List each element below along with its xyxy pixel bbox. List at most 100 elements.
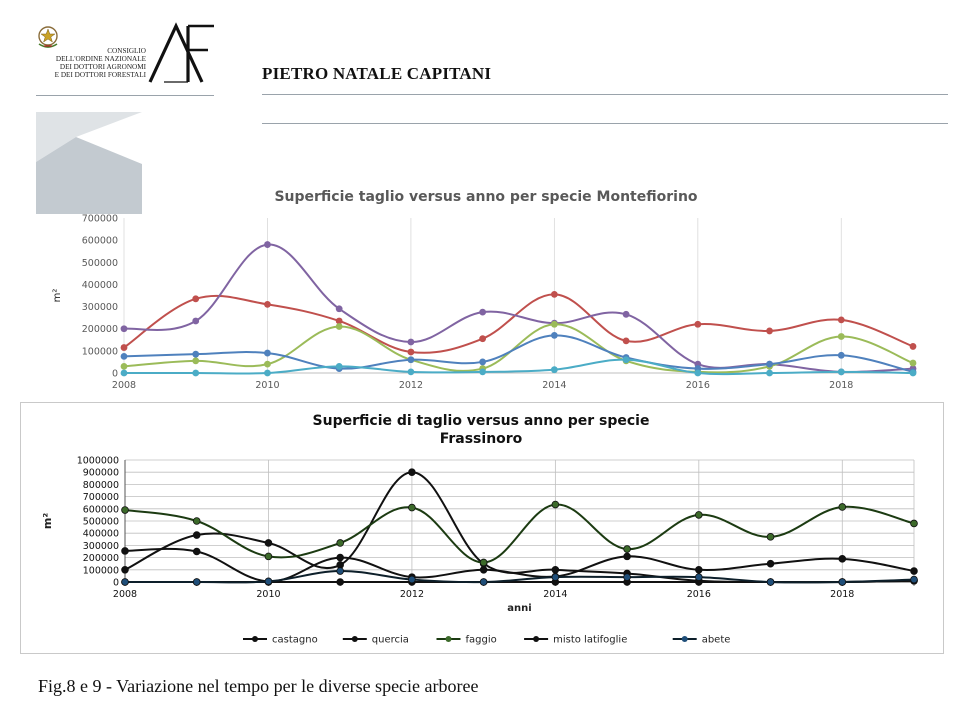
data-point — [264, 349, 271, 357]
council-line: DEI DOTTORI AGRONOMI — [59, 63, 146, 71]
series-line — [124, 358, 914, 376]
legend-swatch-marker — [351, 636, 358, 642]
y-tick-label: 800000 — [83, 480, 119, 491]
header-rule-bottom — [262, 123, 948, 124]
data-point — [264, 360, 271, 368]
data-point — [408, 468, 416, 476]
data-point — [479, 358, 487, 366]
data-point — [694, 320, 702, 328]
data-point — [766, 327, 773, 335]
data-point — [766, 533, 775, 541]
data-point — [694, 369, 702, 377]
data-point — [121, 547, 129, 555]
data-point — [120, 362, 128, 370]
legend-swatch-marker — [681, 636, 688, 642]
x-tick-label: 2018 — [829, 380, 853, 391]
data-point — [120, 352, 128, 360]
x-tick-label: 2012 — [399, 380, 423, 391]
legend-label: abete — [702, 635, 731, 646]
data-point — [550, 290, 558, 298]
data-point — [335, 362, 343, 370]
legend-swatch-marker — [445, 636, 452, 642]
y-axis-label: m² — [52, 289, 63, 303]
x-tick-label: 2008 — [113, 589, 137, 600]
data-point — [121, 578, 129, 586]
data-point — [695, 566, 703, 574]
data-point — [336, 567, 344, 575]
council-line: DELL'ORDINE NAZIONALE — [55, 55, 146, 63]
data-point — [407, 348, 415, 356]
data-point — [479, 578, 488, 586]
data-point — [479, 368, 487, 376]
data-point — [335, 323, 343, 330]
council-line: CONSIGLIO — [107, 47, 146, 55]
data-point — [264, 539, 273, 547]
x-tick-label: 2016 — [686, 380, 710, 391]
y-tick-label: 700000 — [82, 214, 118, 225]
data-point — [479, 335, 487, 343]
y-tick-label: 100000 — [82, 346, 118, 357]
data-point — [837, 316, 845, 324]
y-tick-label: 0 — [113, 578, 119, 589]
y-tick-label: 700000 — [83, 492, 119, 503]
data-point — [550, 366, 558, 374]
y-tick-label: 200000 — [83, 553, 119, 564]
data-point — [121, 566, 129, 574]
legend-label: misto latifoglie — [553, 635, 627, 646]
montefiorino-line-chart: Superficie taglio versus anno per specie… — [52, 189, 917, 391]
data-point — [264, 552, 273, 561]
x-tick-label: 2010 — [255, 380, 279, 391]
data-point — [550, 331, 558, 339]
data-point — [264, 300, 271, 308]
data-point — [407, 368, 415, 376]
data-point — [121, 506, 129, 514]
data-point — [623, 573, 631, 581]
data-point — [551, 500, 560, 509]
data-point — [192, 295, 200, 303]
data-point — [837, 333, 845, 340]
data-point — [264, 577, 273, 586]
data-point — [766, 578, 775, 586]
data-point — [909, 343, 917, 350]
data-point — [192, 578, 201, 586]
data-point — [120, 325, 128, 333]
data-point — [407, 338, 415, 346]
y-tick-label: 0 — [112, 369, 118, 380]
data-point — [120, 369, 128, 377]
data-point — [192, 369, 200, 377]
data-point — [408, 503, 416, 512]
y-tick-label: 1000000 — [77, 456, 119, 467]
y-tick-label: 900000 — [83, 468, 119, 479]
chart-subtitle: Frassinoro — [440, 431, 523, 447]
y-tick-label: 400000 — [83, 529, 119, 540]
data-point — [695, 573, 703, 581]
x-axis-label: anni — [507, 603, 531, 614]
frassinoro-chart-frame: Superficie di taglio versus anno per spe… — [20, 402, 944, 654]
legend-label: castagno — [272, 635, 318, 646]
data-point — [910, 567, 918, 575]
figure-caption: Fig.8 e 9 - Variazione nel tempo per le … — [38, 676, 479, 696]
data-point — [766, 369, 773, 377]
council-line: E DEI DOTTORI FORESTALI — [54, 71, 146, 79]
data-point — [622, 310, 630, 318]
x-tick-label: 2018 — [830, 589, 854, 600]
data-point — [192, 357, 200, 365]
series-line — [124, 547, 915, 583]
data-point — [192, 517, 201, 525]
italian-republic-emblem-icon — [38, 26, 58, 48]
x-tick-label: 2012 — [400, 589, 424, 600]
data-point — [120, 344, 128, 351]
x-tick-label: 2014 — [543, 589, 567, 600]
y-tick-label: 200000 — [82, 324, 118, 335]
data-point — [479, 566, 488, 574]
frassinoro-line-chart: Superficie di taglio versus anno per spe… — [41, 413, 918, 646]
data-point — [550, 320, 558, 328]
y-tick-label: 400000 — [82, 280, 118, 291]
y-tick-label: 300000 — [82, 302, 118, 313]
data-point — [551, 566, 560, 574]
data-point — [192, 547, 201, 556]
data-point — [336, 553, 344, 562]
data-point — [407, 356, 415, 364]
author-name: PIETRO NATALE CAPITANI — [262, 64, 492, 83]
y-tick-label: 500000 — [82, 258, 118, 269]
